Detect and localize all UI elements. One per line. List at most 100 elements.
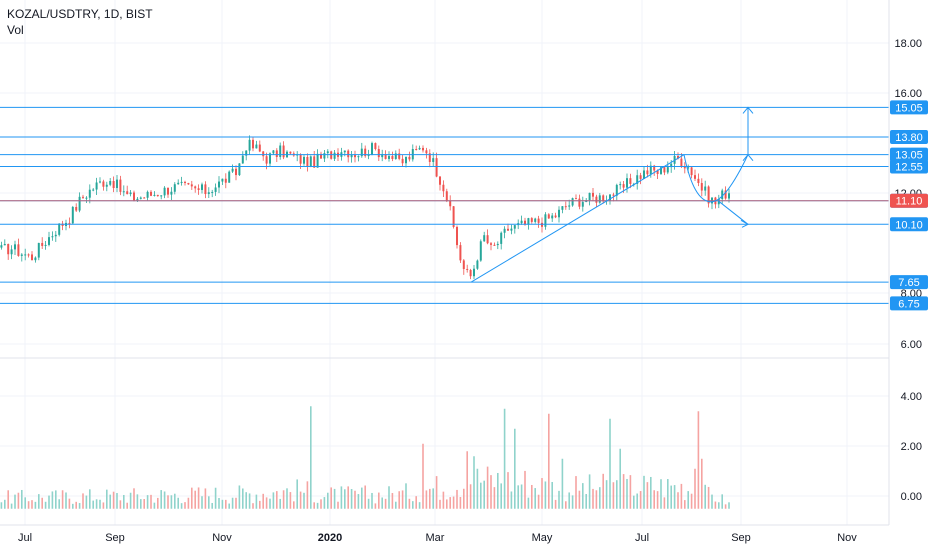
volume-bar	[245, 492, 247, 509]
volume-bar	[391, 493, 394, 509]
candle-body	[207, 192, 210, 195]
candle-body	[211, 191, 214, 193]
candle-body	[473, 268, 475, 277]
candle-body	[551, 215, 554, 219]
candle-body	[316, 153, 319, 168]
candle-body	[92, 189, 95, 191]
volume-bar	[684, 500, 686, 509]
volume-bar	[323, 497, 326, 509]
volume-bar	[31, 500, 33, 509]
volume-bar	[0, 502, 3, 509]
candle-body	[493, 244, 496, 246]
volume-bar	[361, 487, 363, 509]
candle-body	[687, 167, 690, 169]
candle-body	[680, 158, 683, 167]
volume-bar	[320, 499, 322, 509]
volume-bar	[588, 474, 591, 509]
volume-bar	[687, 491, 689, 509]
volume-bar	[238, 485, 241, 509]
volume-bar	[660, 479, 662, 509]
volume-bar	[463, 488, 465, 509]
candle-body	[357, 156, 360, 158]
candle-body	[350, 154, 353, 158]
volume-bar	[541, 478, 543, 509]
volume-bar	[395, 501, 397, 509]
candle-body	[401, 158, 404, 164]
volume-tick-label: 0.00	[901, 491, 922, 503]
candle-body	[415, 149, 418, 151]
candle-body	[116, 179, 118, 189]
volume-bar	[592, 488, 594, 509]
volume-bar	[78, 503, 81, 509]
volume-bar	[89, 489, 91, 509]
chart-title: KOZAL/USDTRY, 1D, BIST	[7, 7, 153, 21]
price-axis[interactable]: 18.0016.0012.008.006.004.002.000.0015.05…	[888, 0, 928, 525]
volume-bar	[225, 499, 227, 509]
candle-body	[201, 184, 203, 190]
candle-body	[44, 244, 47, 246]
candle-body	[279, 145, 282, 157]
candle-body	[435, 158, 438, 177]
volume-bar	[92, 500, 94, 509]
candle-body	[299, 154, 302, 164]
volume-bar	[82, 493, 84, 509]
volume-bar	[534, 488, 536, 509]
volume-bar	[575, 476, 577, 509]
time-axis[interactable]: Jul Sep Nov 2020 Mar May Jul Sep Nov	[0, 524, 889, 544]
candle-body	[255, 144, 258, 149]
candle-body	[384, 154, 387, 159]
volume-bar	[439, 499, 441, 509]
volume-bar	[65, 492, 67, 509]
volume-bar	[299, 491, 302, 509]
candle-body	[197, 188, 200, 190]
volume-bar	[486, 466, 489, 509]
volume-bar	[690, 493, 693, 509]
candle-body	[561, 206, 564, 210]
candle-body	[639, 175, 642, 179]
candle-body	[14, 244, 16, 250]
volume-bar	[38, 494, 40, 509]
candle-body	[503, 228, 506, 233]
grid-lines	[0, 0, 889, 525]
candle-body	[371, 143, 373, 155]
candle-body	[245, 150, 248, 156]
candle-body	[554, 215, 557, 218]
volume-tick-label: 4.00	[901, 391, 922, 403]
candle-body	[595, 196, 598, 203]
volume-bar	[293, 501, 295, 509]
volume-bar	[466, 451, 468, 509]
volume-bar	[201, 496, 203, 509]
volume-bar	[119, 500, 122, 509]
volume-bar	[418, 502, 421, 509]
volume-bar	[350, 489, 353, 509]
volume-bar	[646, 482, 649, 509]
candle-body	[231, 168, 234, 172]
candle-body	[0, 245, 3, 248]
candle-body	[588, 192, 591, 201]
volume-bars	[0, 406, 730, 509]
volume-bar	[136, 494, 139, 509]
volume-bar	[605, 480, 608, 509]
volume-bar	[650, 476, 652, 509]
volume-bar	[255, 494, 258, 509]
candle-body	[721, 190, 724, 199]
volume-bar	[337, 501, 339, 509]
level-15-05-tag	[890, 100, 928, 115]
candle-body	[333, 152, 336, 159]
volume-bar	[296, 479, 298, 509]
candle-body	[275, 150, 278, 157]
time-tick-label: Jul	[635, 532, 649, 544]
candle-body	[500, 232, 503, 244]
candle-body	[7, 244, 10, 255]
volume-bar	[378, 492, 380, 509]
level-10-10-label: 10.10	[895, 219, 923, 231]
candle-body	[238, 163, 241, 176]
volume-bar	[595, 490, 598, 509]
candle-body	[31, 254, 33, 261]
candle-body	[578, 198, 581, 207]
candle-body	[602, 195, 605, 202]
volume-bar	[14, 494, 16, 509]
candle-body	[683, 166, 686, 169]
candle-body	[571, 198, 574, 206]
